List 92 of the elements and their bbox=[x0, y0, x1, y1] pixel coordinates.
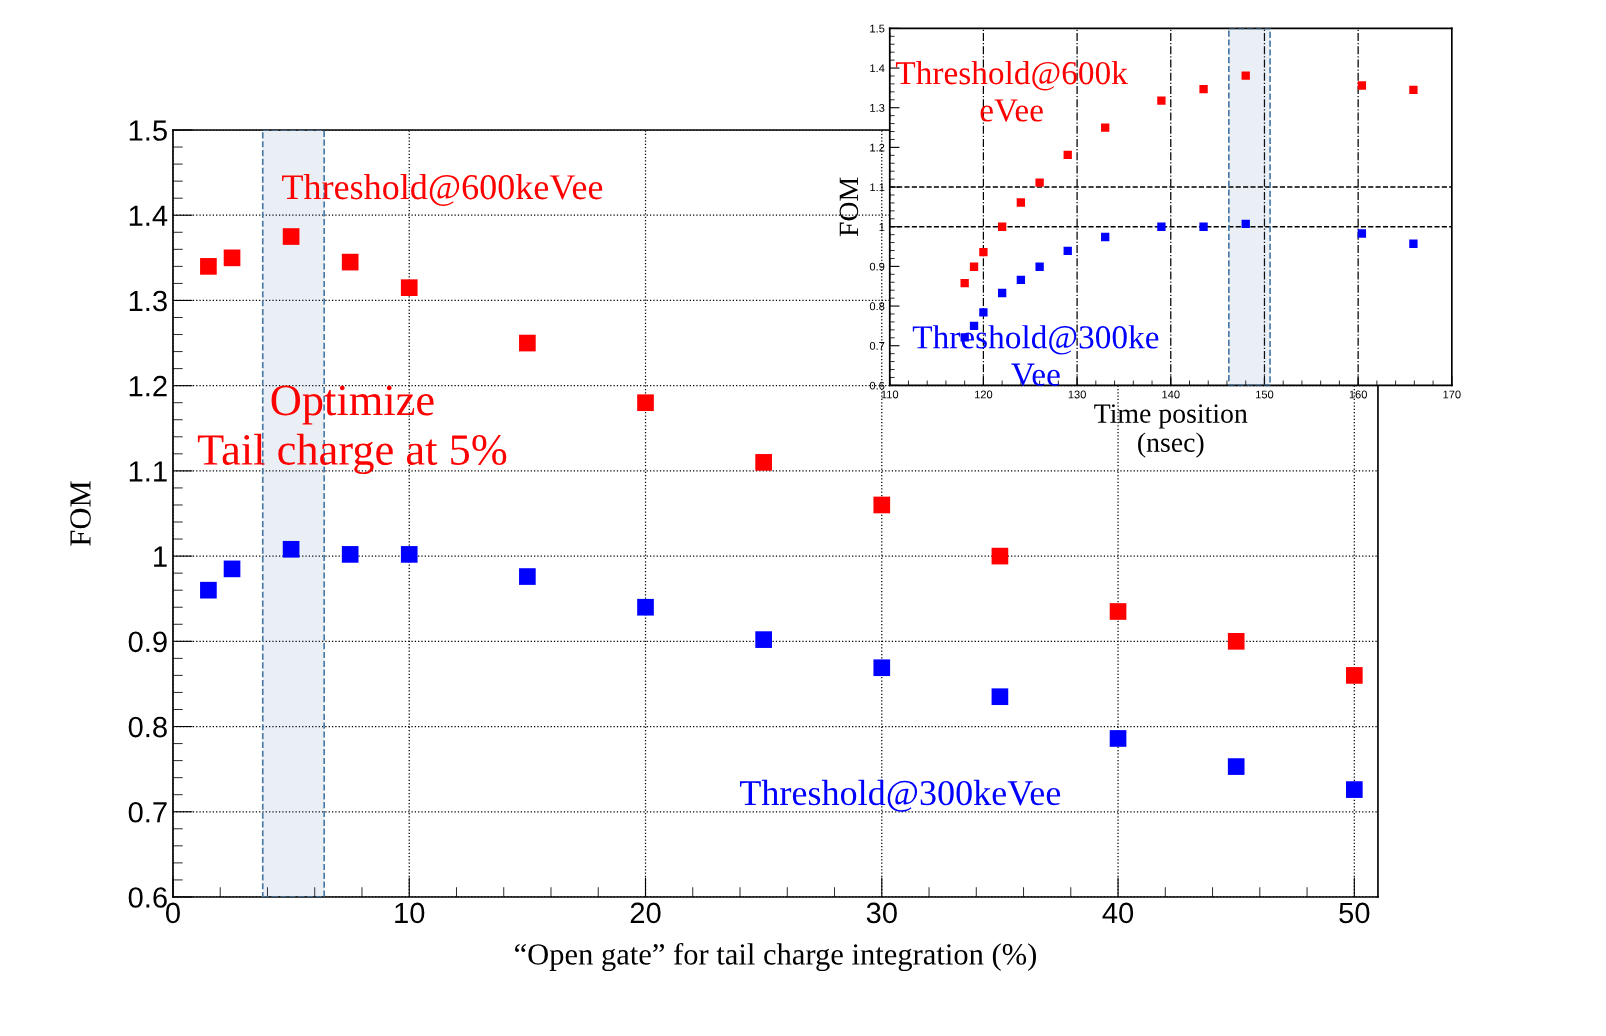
point bbox=[1157, 222, 1166, 231]
point bbox=[1241, 219, 1250, 229]
point bbox=[1199, 84, 1208, 94]
y-tick-label: 1 bbox=[879, 223, 885, 231]
point bbox=[1109, 603, 1127, 620]
y-tick-label: 1.3 bbox=[129, 290, 167, 312]
point bbox=[873, 496, 891, 514]
point bbox=[1227, 632, 1245, 650]
annotation: Optimize Tail charge at 5% bbox=[197, 385, 507, 475]
x-axis-title: “Open gate” for tail charge integration (%) bbox=[515, 942, 1036, 972]
y-tick-label: 1.1 bbox=[129, 461, 167, 482]
x-tick-label: 170 bbox=[1443, 390, 1461, 399]
point bbox=[1035, 178, 1044, 187]
point bbox=[341, 546, 359, 563]
point bbox=[341, 253, 359, 271]
point bbox=[200, 581, 217, 599]
point bbox=[1063, 246, 1072, 256]
point bbox=[969, 262, 979, 271]
y-tick-label: 0.7 bbox=[869, 341, 885, 350]
point bbox=[637, 394, 654, 412]
y-tick-label: 0.8 bbox=[128, 716, 167, 738]
x-tick-label: 110 bbox=[881, 390, 899, 399]
x-tick-label: 10 bbox=[395, 902, 425, 924]
x-tick-label: 140 bbox=[1162, 390, 1180, 399]
y-axis-title: FOM bbox=[839, 177, 859, 237]
point bbox=[400, 279, 418, 296]
x-tick-label: 40 bbox=[1102, 902, 1134, 924]
point bbox=[200, 258, 217, 275]
point bbox=[991, 688, 1009, 706]
x-tick-label: 120 bbox=[974, 390, 993, 399]
y-tick-label: 0.8 bbox=[869, 302, 885, 311]
y-tick-label: 1.4 bbox=[129, 205, 168, 226]
point bbox=[223, 560, 241, 578]
y-tick-label: 1.5 bbox=[129, 120, 167, 141]
y-tick-label: 1.2 bbox=[129, 375, 167, 397]
point bbox=[1101, 232, 1110, 242]
point bbox=[1345, 667, 1363, 684]
y-tick-label: 0.9 bbox=[128, 631, 167, 653]
point bbox=[979, 308, 988, 317]
x-axis-title: Time position (nsec) bbox=[1094, 404, 1248, 458]
x-tick-label: 130 bbox=[1068, 390, 1086, 399]
y-tick-label: 1.3 bbox=[870, 103, 885, 112]
point bbox=[1409, 239, 1418, 248]
x-tick-label: 160 bbox=[1349, 390, 1367, 399]
y-tick-label: 0.6 bbox=[128, 887, 167, 908]
y-tick-label: 1.1 bbox=[870, 183, 885, 192]
y-tick-label: 1.4 bbox=[870, 64, 885, 73]
point bbox=[282, 228, 300, 245]
y-tick-label: 0.7 bbox=[128, 801, 167, 823]
point bbox=[1199, 222, 1208, 231]
point bbox=[960, 278, 969, 288]
point bbox=[997, 288, 1007, 298]
point bbox=[1227, 758, 1245, 775]
y-tick-label: 1.2 bbox=[870, 143, 885, 152]
x-tick-label: 30 bbox=[866, 902, 897, 924]
point bbox=[1063, 150, 1072, 160]
point bbox=[519, 334, 536, 352]
point bbox=[637, 598, 654, 616]
point bbox=[1016, 275, 1026, 285]
x-tick-label: 50 bbox=[1339, 902, 1370, 924]
point bbox=[1035, 262, 1044, 271]
point bbox=[979, 247, 988, 257]
y-tick-label: 0.6 bbox=[869, 381, 885, 390]
series-label: Threshold@300ke Vee bbox=[912, 325, 1159, 386]
point bbox=[223, 249, 241, 267]
point bbox=[1157, 96, 1166, 105]
point bbox=[991, 547, 1009, 565]
point bbox=[755, 631, 772, 648]
series-label: Threshold@300keVee bbox=[739, 779, 1061, 812]
y-axis-title: FOM bbox=[70, 481, 91, 546]
point bbox=[1241, 71, 1250, 80]
x-tick-label: 0 bbox=[166, 902, 180, 924]
x-tick-label: 20 bbox=[630, 902, 661, 924]
series-label: Threshold@600k eVee bbox=[895, 60, 1128, 122]
y-tick-label: 1 bbox=[154, 546, 167, 567]
point bbox=[282, 540, 300, 558]
point bbox=[873, 659, 891, 677]
point bbox=[1016, 198, 1026, 207]
point bbox=[400, 546, 418, 563]
point bbox=[1101, 123, 1110, 132]
point bbox=[1357, 229, 1367, 238]
y-tick-label: 1.5 bbox=[870, 24, 885, 33]
point bbox=[1345, 781, 1363, 798]
point bbox=[1409, 85, 1418, 95]
y-tick-label: 0.9 bbox=[869, 262, 885, 271]
series-label: Threshold@600keVee bbox=[282, 173, 603, 206]
point bbox=[519, 568, 536, 585]
point bbox=[997, 222, 1007, 231]
point bbox=[1109, 730, 1127, 747]
point bbox=[755, 454, 772, 471]
point bbox=[1357, 81, 1367, 90]
x-tick-label: 150 bbox=[1256, 390, 1274, 399]
